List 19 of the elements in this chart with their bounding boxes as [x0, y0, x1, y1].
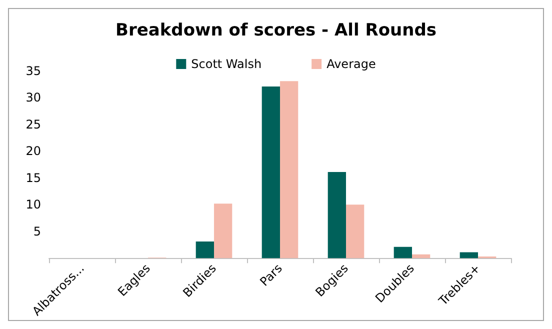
y-tick-label: 35 [26, 64, 41, 78]
bar [328, 172, 346, 258]
bar [214, 204, 232, 258]
y-tick-label: 30 [26, 90, 41, 105]
bar [394, 246, 412, 258]
y-tick-label: 5 [33, 224, 41, 238]
legend-label: Average [326, 57, 376, 71]
bar [280, 81, 298, 258]
bar [196, 242, 214, 258]
legend-label: Scott Walsh [191, 57, 262, 71]
y-tick-label: 10 [26, 198, 41, 212]
bar [412, 254, 430, 258]
bar [346, 204, 364, 258]
y-tick-label: 20 [26, 144, 41, 158]
bar [460, 252, 478, 258]
bar [262, 86, 280, 258]
y-tick-label: 15 [26, 170, 41, 185]
y-tick-label: 25 [26, 117, 41, 132]
chart-title: Breakdown of scores - All Rounds [115, 20, 437, 40]
